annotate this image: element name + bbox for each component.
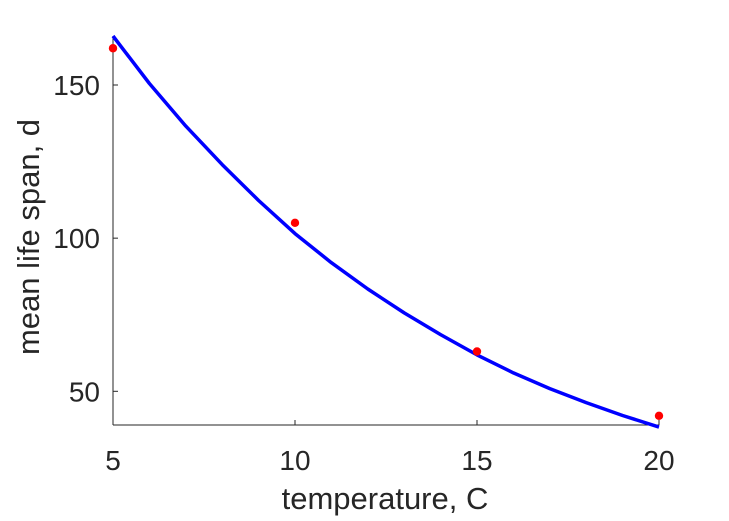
data-point <box>472 347 482 356</box>
data-point <box>290 218 300 228</box>
fit-curve <box>111 34 660 429</box>
plot-area <box>108 34 664 429</box>
data-point <box>654 411 664 421</box>
y-tick-label: 100 <box>53 223 100 254</box>
x-axis-label: temperature, C <box>282 481 489 516</box>
axes <box>112 36 660 426</box>
tick-labels: 5 10 15 20 50 100 150 <box>53 70 674 476</box>
x-tick-label: 10 <box>279 445 310 476</box>
y-axis-label: mean life span, d <box>11 119 46 355</box>
y-tick-label: 50 <box>69 376 100 407</box>
x-tick-label: 5 <box>105 445 121 476</box>
y-tick-label: 150 <box>53 70 100 101</box>
x-tick-label: 20 <box>643 445 674 476</box>
data-point <box>108 44 118 53</box>
x-tick-label: 15 <box>461 445 492 476</box>
